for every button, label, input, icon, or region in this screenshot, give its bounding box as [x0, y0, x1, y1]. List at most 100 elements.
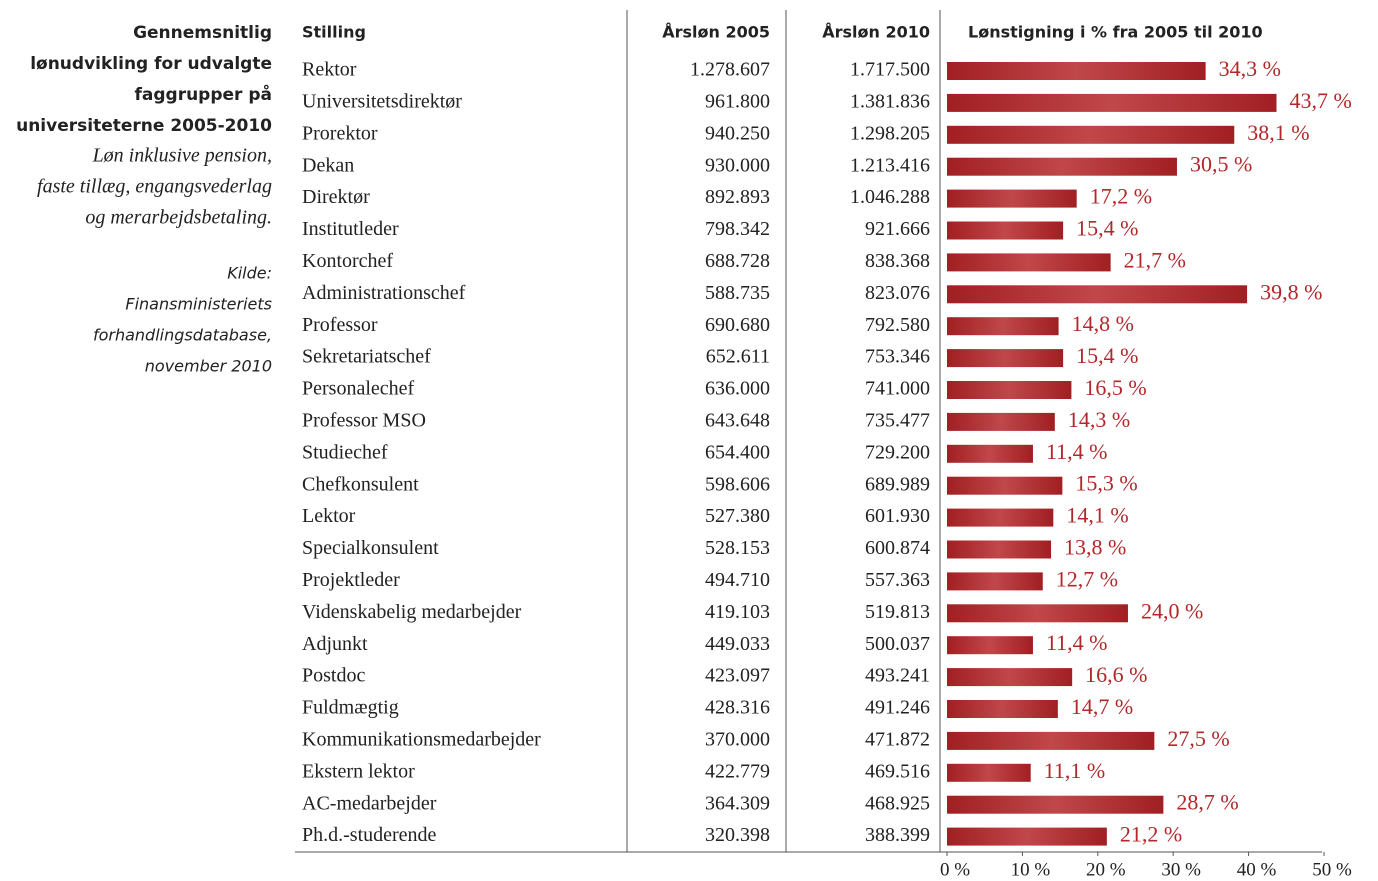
- salary-2010: 388.399: [865, 824, 930, 846]
- row-label: Adjunkt: [302, 633, 368, 655]
- row-label: Institutleder: [302, 218, 399, 240]
- row-label: Ekstern lektor: [302, 760, 415, 782]
- value-label: 43,7 %: [1289, 88, 1351, 113]
- salary-2010: 471.872: [865, 728, 930, 750]
- title-line: Gennemsnitlig: [133, 23, 272, 43]
- value-label: 13,8 %: [1064, 535, 1126, 560]
- salary-2010: 792.580: [865, 314, 930, 336]
- bar: [947, 731, 1155, 750]
- row-label: Kommunikationsmedarbejder: [302, 728, 541, 750]
- value-label: 11,4 %: [1046, 630, 1108, 655]
- salary-2005: 527.380: [705, 505, 770, 527]
- bar: [947, 157, 1177, 176]
- salary-2005: 423.097: [705, 665, 770, 687]
- salary-2010: 1.046.288: [850, 186, 930, 208]
- row-label: Sekretariatschef: [302, 346, 431, 368]
- bar: [947, 125, 1235, 144]
- row-label: Chefkonsulent: [302, 473, 419, 495]
- column-header: Stilling: [302, 23, 366, 42]
- salary-2005: 940.250: [705, 122, 770, 144]
- bar: [947, 636, 1033, 655]
- row-label: Rektor: [302, 59, 357, 81]
- source-line: Finansministeriets: [125, 295, 272, 314]
- salary-2005: 528.153: [705, 537, 770, 559]
- salary-2010: 753.346: [865, 346, 930, 368]
- bar: [947, 62, 1206, 80]
- salary-2010: 468.925: [865, 792, 930, 814]
- value-label: 14,8 %: [1072, 311, 1134, 336]
- salary-2010: 729.200: [865, 441, 930, 463]
- value-label: 21,7 %: [1124, 247, 1186, 272]
- value-label: 30,5 %: [1190, 152, 1252, 177]
- bar: [947, 349, 1064, 368]
- value-label: 24,0 %: [1141, 598, 1203, 623]
- row-label: Specialkonsulent: [302, 537, 439, 559]
- value-label: 39,8 %: [1260, 279, 1322, 304]
- salary-2005: 643.648: [705, 409, 770, 431]
- salary-2005: 930.000: [705, 154, 770, 176]
- value-label: 15,4 %: [1076, 343, 1138, 368]
- salary-2010: 1.298.205: [850, 122, 930, 144]
- salary-2010: 838.368: [865, 250, 930, 272]
- column-header: Årsløn 2010: [822, 23, 930, 42]
- bar: [947, 93, 1277, 112]
- x-tick-label: 30 %: [1161, 859, 1201, 880]
- source-line: november 2010: [145, 357, 272, 376]
- value-label: 27,5 %: [1167, 726, 1229, 751]
- bar: [947, 189, 1077, 208]
- row-label: Professor MSO: [302, 409, 426, 431]
- source-line: Kilde:: [227, 264, 272, 283]
- x-tick-label: 0 %: [940, 859, 970, 880]
- bar: [947, 221, 1064, 240]
- value-label: 16,5 %: [1084, 375, 1146, 400]
- bar: [947, 763, 1031, 782]
- salary-2005: 364.309: [705, 792, 770, 814]
- value-label: 15,3 %: [1075, 471, 1137, 496]
- row-label: Universitetsdirektør: [302, 90, 462, 112]
- x-tick-label: 40 %: [1237, 859, 1277, 880]
- salary-2005: 422.779: [705, 760, 770, 782]
- salary-2005: 652.611: [706, 346, 770, 368]
- salary-2010: 1.213.416: [850, 154, 930, 176]
- salary-2005: 370.000: [705, 728, 770, 750]
- row-label: Postdoc: [302, 665, 365, 687]
- x-tick-label: 50 %: [1312, 859, 1352, 880]
- column-header: Årsløn 2005: [662, 23, 770, 42]
- salary-2005: 892.893: [705, 186, 770, 208]
- bar: [947, 668, 1073, 687]
- salary-2010: 519.813: [865, 601, 930, 623]
- salary-2010: 921.666: [865, 218, 930, 240]
- salary-2010: 557.363: [865, 569, 930, 591]
- salary-2005: 961.800: [705, 90, 770, 112]
- salary-2005: 636.000: [705, 378, 770, 400]
- salary-2005: 598.606: [705, 473, 770, 495]
- salary-2005: 320.398: [705, 824, 770, 846]
- bar: [947, 412, 1055, 431]
- bar: [947, 381, 1072, 399]
- salary-2010: 1.717.500: [850, 59, 930, 81]
- salary-2010: 500.037: [865, 633, 930, 655]
- bar: [947, 540, 1052, 559]
- row-label: Administrationschef: [302, 282, 466, 304]
- source-line: forhandlingsdatabase,: [93, 326, 272, 345]
- salary-2005: 688.728: [705, 250, 770, 272]
- salary-2010: 491.246: [865, 697, 930, 719]
- value-label: 34,3 %: [1219, 56, 1281, 81]
- row-label: Studiechef: [302, 441, 388, 463]
- x-tick-label: 20 %: [1086, 859, 1126, 880]
- salary-2005: 798.342: [705, 218, 770, 240]
- value-label: 21,2 %: [1120, 822, 1182, 847]
- salary-2010: 600.874: [865, 537, 930, 559]
- row-label: Personalechef: [302, 378, 415, 400]
- value-label: 17,2 %: [1090, 184, 1152, 209]
- row-label: Direktør: [302, 186, 370, 208]
- bar: [947, 572, 1043, 591]
- value-label: 28,7 %: [1176, 790, 1238, 815]
- column-header: Lønstigning i % fra 2005 til 2010: [968, 23, 1263, 42]
- bar: [947, 795, 1164, 814]
- value-label: 16,6 %: [1085, 662, 1147, 687]
- row-label: Videnskabelig medarbejder: [302, 601, 522, 623]
- value-label: 38,1 %: [1247, 120, 1309, 145]
